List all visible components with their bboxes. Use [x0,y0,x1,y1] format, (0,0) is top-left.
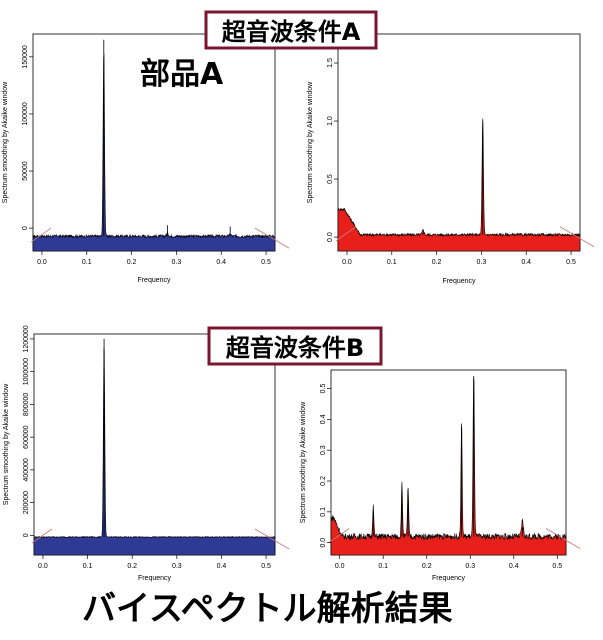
y-axis-label: Spectrum smoothing by Akaike window [3,383,10,505]
spectrum-area [32,53,276,252]
y-tick-label: 1000000 [23,358,30,385]
x-tick-label: 0.3 [172,563,182,570]
footer-title: バイスペクトル解析結果 [82,589,453,629]
y-tick-label: 0 [22,226,29,230]
y-tick-label: 0.0 [320,538,327,548]
y-tick-label: 0.5 [320,384,327,394]
x-tick-label: 0.1 [387,259,397,266]
chart-b_left: 0.0 0.1 0.2 0.3 0.4 0.5 0 200000 400000 600000 800… [3,325,290,582]
spectrum-area [337,118,581,252]
x-tick-label: 0.4 [509,563,519,570]
spectrum-area [33,347,276,556]
edge-line-left [30,227,52,243]
x-axis-label: Frequency [432,575,466,582]
edge-line-right [559,226,595,248]
chart-a_right: 0.0 0.1 0.2 0.3 0.4 0.5 0.0 0.5 1.0 1.5 Frequency S… [307,33,595,285]
plots-layer: 0.0 0.1 0.2 0.3 0.4 0.5 0 50000 100000 150000 Freq… [2,33,595,582]
x-axis-label: Frequency [137,277,171,284]
chart-b_right: 0.0 0.1 0.2 0.3 0.4 0.5 0.0 0.1 0.2 0.3 0.4 0.5 Freq… [300,369,581,582]
edge-line-right [545,528,581,549]
x-tick-label: 0.1 [82,259,92,266]
y-tick-label: 0.1 [320,507,327,517]
x-tick-label: 0.5 [261,563,271,570]
y-axis-label: Spectrum smoothing by Akaike window [300,401,307,523]
x-tick-label: 0.0 [38,563,48,570]
y-tick-label: 800000 [23,393,30,416]
y-tick-label: 0 [23,533,30,537]
y-axis-label: Spectrum smoothing by Akaike window [307,81,314,203]
y-tick-label: 200000 [23,491,30,514]
x-tick-label: 0.1 [378,563,388,570]
x-tick-label: 0.1 [83,563,93,570]
x-tick-label: 0.0 [342,259,352,266]
plot-frame [337,33,581,252]
y-tick-label: 600000 [23,425,30,448]
x-tick-label: 0.2 [432,259,442,266]
edge-line-right [254,528,290,550]
plot-frame [330,369,567,556]
x-tick-label: 0.4 [216,259,226,266]
condition-b-text: 超音波条件B [226,334,364,362]
x-tick-label: 0.4 [217,563,227,570]
x-tick-label: 0.5 [552,563,562,570]
y-tick-label: 0.4 [320,414,327,424]
condition-a-box [204,10,378,50]
x-tick-label: 0.0 [335,563,345,570]
x-tick-label: 0.2 [422,563,432,570]
y-tick-label: 1.5 [327,58,334,68]
condition-a-text: 超音波条件A [222,18,361,46]
x-tick-label: 0.3 [172,259,182,266]
x-tick-label: 0.5 [261,259,271,266]
y-tick-label: 0.0 [327,232,334,242]
y-tick-label: 0.3 [320,445,327,455]
y-tick-label: 1.0 [327,116,334,126]
y-tick-label: 400000 [23,458,30,481]
x-axis-label: Frequency [138,575,172,582]
y-axis-label: Spectrum smoothing by Akaike window [2,81,9,203]
x-tick-label: 0.4 [521,259,531,266]
y-tick-label: 100000 [22,102,29,125]
y-tick-label: 150000 [22,45,29,68]
x-axis-label: Frequency [442,278,476,285]
edge-line-left [31,528,53,544]
chart-a_left: 0.0 0.1 0.2 0.3 0.4 0.5 0 50000 100000 150000 Freq… [2,33,290,284]
x-tick-label: 0.3 [465,563,475,570]
y-tick-label: 0.5 [327,174,334,184]
x-tick-label: 0.2 [127,563,137,570]
x-tick-label: 0.5 [566,259,576,266]
edge-line-left [328,528,350,543]
plot-frame [33,333,276,556]
spectrum-area [330,377,567,556]
x-tick-label: 0.3 [477,259,487,266]
y-tick-label: 50000 [22,161,29,181]
condition-b-label: 超音波条件B [207,326,383,366]
y-tick-label: 0.2 [320,476,327,486]
edge-line-right [254,227,290,249]
y-tick-label: 1200000 [23,325,30,352]
condition-b-box [207,326,383,366]
edge-line-left [335,226,357,242]
x-tick-label: 0.0 [37,259,47,266]
condition-a-label: 超音波条件A [204,10,378,50]
x-tick-label: 0.2 [127,259,137,266]
part-label: 部品A [140,57,224,92]
